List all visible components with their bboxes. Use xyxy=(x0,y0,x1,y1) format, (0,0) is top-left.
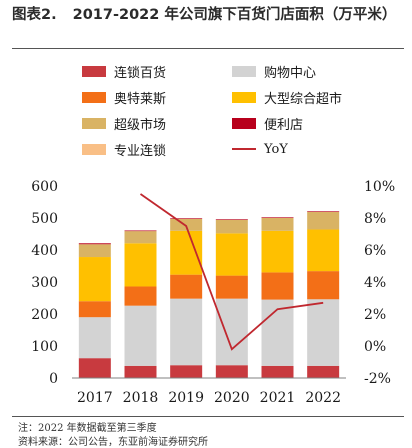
y-left-tick-label: 200 xyxy=(31,307,58,323)
y-right-tick-label: 6% xyxy=(364,243,386,259)
bar-segment xyxy=(216,219,248,220)
bar-segment xyxy=(307,271,339,299)
chart-note: 注：2022 年数据截至第三季度 xyxy=(18,419,157,434)
legend-item-chain-dept: 连锁百货 xyxy=(82,62,166,80)
bar-segment xyxy=(125,243,157,286)
legend-swatch xyxy=(82,118,106,129)
legend-swatch xyxy=(232,118,256,129)
legend-line-swatch xyxy=(232,148,256,150)
legend-item-convenience: 便利店 xyxy=(232,114,303,132)
bar-segment xyxy=(170,275,202,299)
legend-label: 购物中心 xyxy=(264,62,316,81)
y-left-tick-label: 400 xyxy=(31,243,58,259)
bar-segment xyxy=(170,299,202,366)
bar-segment xyxy=(307,211,339,212)
bar-segment xyxy=(216,233,248,275)
legend-label: 便利店 xyxy=(264,114,303,133)
y-left-tick-label: 600 xyxy=(31,179,58,195)
legend-label: 专业连锁 xyxy=(114,140,166,159)
bar-segment xyxy=(79,358,111,378)
bar-segment xyxy=(262,217,294,218)
bar-segment xyxy=(79,243,111,244)
bar-segment xyxy=(307,230,339,272)
bar-segment xyxy=(79,257,111,301)
y-left-tick-label: 0 xyxy=(49,371,58,387)
bar-segment xyxy=(125,286,157,305)
legend-label: 连锁百货 xyxy=(114,62,166,81)
y-right-tick-label: 4% xyxy=(364,275,386,291)
y-left-tick-label: 500 xyxy=(31,211,58,227)
legend-item-outlets: 奥特莱斯 xyxy=(82,88,166,106)
bar-segment xyxy=(216,299,248,366)
legend-label: YoY xyxy=(264,142,288,157)
bar-segment xyxy=(125,306,157,366)
bar-segment xyxy=(262,218,294,231)
bar-segment xyxy=(262,231,294,273)
bar-segment xyxy=(170,365,202,378)
y-right-tick-label: 2% xyxy=(364,307,386,323)
x-tick-label: 2018 xyxy=(123,390,159,406)
bar-segment xyxy=(216,220,248,233)
x-tick-label: 2020 xyxy=(214,390,250,406)
bar-segment xyxy=(216,276,248,299)
bar-segment xyxy=(79,317,111,358)
x-tick-label: 2021 xyxy=(260,390,296,406)
legend-swatch xyxy=(232,92,256,103)
figure-label: 图表2. xyxy=(12,7,57,23)
y-left-tick-label: 100 xyxy=(31,339,58,355)
figure-title-text: 2017-2022 年公司旗下百货门店面积（万平米） xyxy=(73,7,397,23)
footer-divider xyxy=(12,416,404,417)
legend-swatch xyxy=(82,144,106,155)
legend-label: 大型综合超市 xyxy=(264,88,342,107)
legend-swatch xyxy=(82,92,106,103)
legend-swatch xyxy=(232,66,256,77)
x-tick-label: 2019 xyxy=(168,390,204,406)
legend-swatch xyxy=(82,66,106,77)
bar-segment xyxy=(170,231,202,275)
bar-segment xyxy=(307,212,339,230)
x-tick-label: 2017 xyxy=(77,390,113,406)
bar-segment xyxy=(307,366,339,378)
bar-segment xyxy=(125,230,157,231)
bar-segment xyxy=(216,365,248,378)
legend-item-hypermarket: 大型综合超市 xyxy=(232,88,342,106)
legend-item-specialty-chain: 专业连锁 xyxy=(82,140,166,158)
y-right-tick-label: 10% xyxy=(364,179,395,195)
stacked-bar-chart: 0 100 200 300 400 500 600 -2% 0% 2% 4% 6% 8% 10% 2017 2… xyxy=(0,170,412,415)
y-right-tick-label: 0% xyxy=(364,339,386,355)
bar-segment xyxy=(262,366,294,378)
bar-segment xyxy=(307,299,339,366)
figure-title: 图表2. 2017-2022 年公司旗下百货门店面积（万平米） xyxy=(12,5,404,25)
y-left-tick-label: 300 xyxy=(31,275,58,291)
y-right-tick-label: 8% xyxy=(364,211,386,227)
title-divider xyxy=(12,48,404,49)
bar-segment xyxy=(79,301,111,317)
bar-segment xyxy=(125,366,157,378)
bar-segment xyxy=(79,244,111,257)
legend-item-supermarket: 超级市场 xyxy=(82,114,166,132)
legend-label: 奥特莱斯 xyxy=(114,88,166,107)
x-tick-label: 2022 xyxy=(305,390,341,406)
legend-item-shopping-mall: 购物中心 xyxy=(232,62,316,80)
legend-item-yoy: YoY xyxy=(232,140,288,158)
legend-label: 超级市场 xyxy=(114,114,166,133)
y-right-tick-label: -2% xyxy=(364,371,391,387)
bar-segment xyxy=(170,219,202,231)
bar-segment xyxy=(125,231,157,243)
bar-segment xyxy=(262,272,294,299)
